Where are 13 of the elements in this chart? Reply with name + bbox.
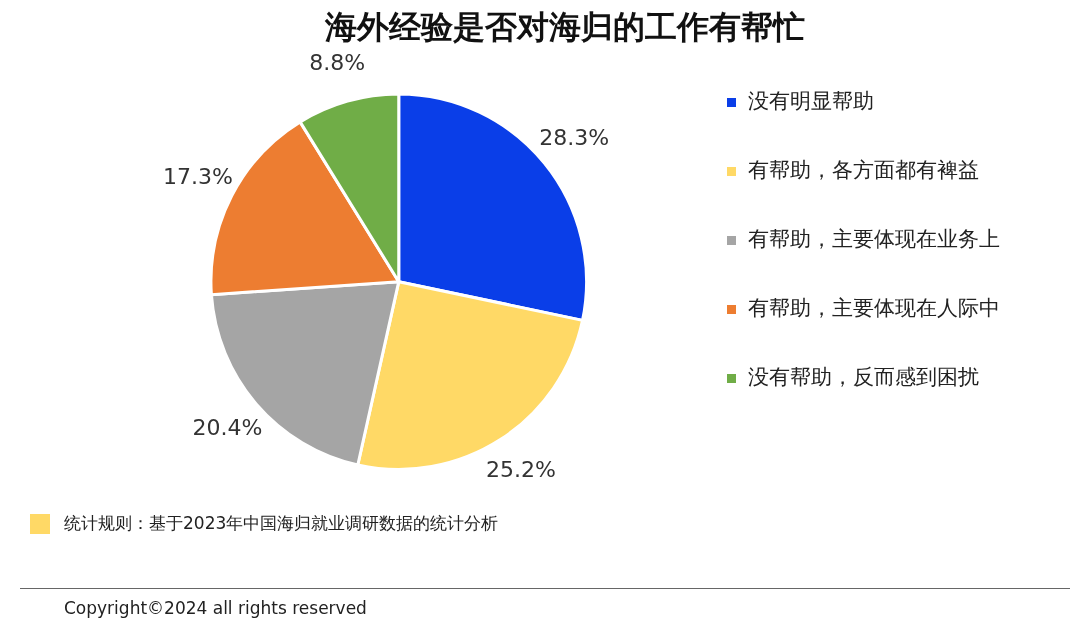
legend-label: 没有帮助，反而感到困扰 <box>748 364 979 389</box>
chart-title: 海外经验是否对海归的工作有帮忙 <box>324 7 805 46</box>
data-label: 20.4% <box>192 414 263 440</box>
legend-label: 没有明显帮助 <box>748 88 874 113</box>
legend-label: 有帮助，各方面都有裨益 <box>748 157 979 182</box>
data-label: 8.8% <box>309 50 366 76</box>
text: 统计规则：基于2023年中国海归就业调研数据的统计分析 <box>64 512 499 535</box>
data-label: 25.2% <box>485 457 556 483</box>
legend-label: 有帮助，主要体现在业务上 <box>748 226 1000 251</box>
text: Copyright©2024 all rights reserved <box>64 598 367 618</box>
data-label: 17.3% <box>162 164 233 190</box>
data-label: 28.3% <box>539 125 610 151</box>
legend-label: 有帮助，主要体现在人际中 <box>748 295 1000 320</box>
